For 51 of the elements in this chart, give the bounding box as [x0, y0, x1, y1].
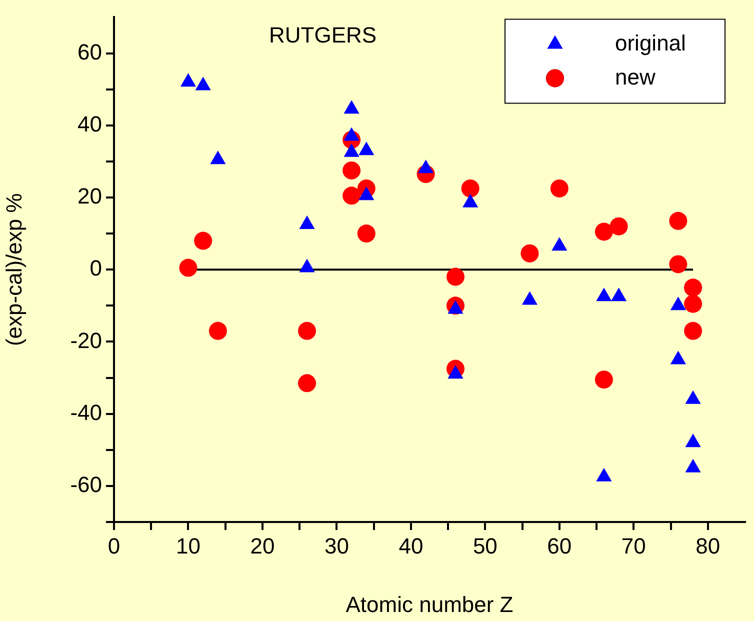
point	[195, 76, 211, 90]
point	[418, 160, 434, 174]
point	[550, 179, 568, 198]
y-tick-label: 60	[78, 39, 102, 64]
x-tick-label: 0	[108, 533, 120, 558]
point	[357, 224, 376, 243]
annotation: RUTGERS	[269, 22, 377, 48]
point	[299, 216, 315, 230]
point	[358, 142, 374, 156]
y-tick-label: -60	[70, 472, 102, 498]
point	[594, 222, 613, 241]
point	[684, 294, 702, 313]
point	[344, 143, 360, 157]
x-tick-label: 60	[547, 533, 572, 558]
point	[344, 127, 360, 141]
y-tick-label: -20	[70, 328, 102, 353]
point	[180, 73, 196, 87]
point	[446, 268, 464, 286]
x-tick-label: 50	[472, 533, 498, 558]
y-tick-label: 20	[78, 184, 102, 209]
x-tick-label: 80	[696, 533, 720, 558]
y-tick-label: 40	[78, 111, 102, 136]
point	[298, 322, 316, 340]
point	[461, 179, 480, 198]
point	[594, 370, 613, 389]
y-tick-label: -40	[70, 400, 102, 425]
y-tick-label: 0	[90, 256, 102, 281]
point	[684, 322, 702, 340]
x-tick-label: 70	[621, 533, 646, 558]
point	[298, 374, 316, 392]
x-tick-label: 30	[324, 533, 349, 558]
point	[344, 100, 360, 114]
legend-label: original	[615, 30, 686, 56]
y-axis-title: (exp-cal)/exp %	[1, 193, 26, 346]
point	[342, 161, 361, 180]
point	[610, 217, 628, 236]
x-tick-label: 10	[176, 533, 200, 558]
point	[210, 150, 226, 164]
x-tick-label: 40	[398, 533, 424, 558]
point	[194, 232, 212, 250]
point	[208, 322, 227, 340]
point	[520, 244, 539, 262]
x-tick-label: 20	[250, 533, 275, 558]
point	[342, 186, 361, 205]
point	[669, 255, 688, 274]
point	[358, 186, 374, 200]
legend-label: new	[615, 64, 656, 90]
point	[669, 212, 688, 230]
point	[684, 278, 702, 297]
point	[179, 258, 198, 277]
x-axis-title: Atomic number Z	[346, 592, 514, 617]
